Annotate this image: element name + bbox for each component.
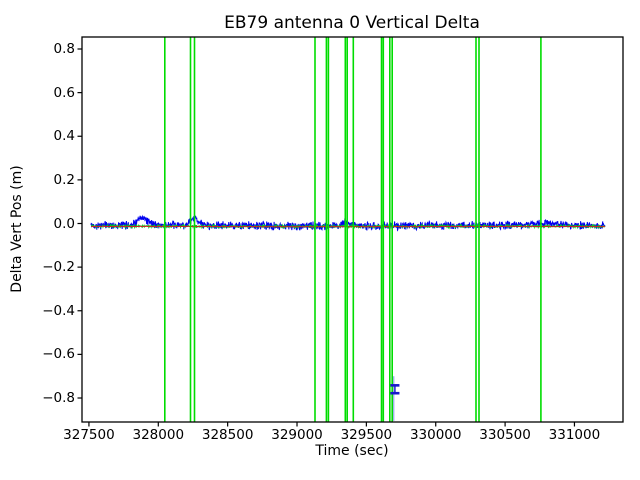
- x-axis-label: Time (sec): [315, 443, 389, 459]
- chart-title: EB79 antenna 0 Vertical Delta: [224, 13, 480, 33]
- x-tick-label: 329000: [271, 427, 323, 443]
- x-tick-label: 328000: [132, 427, 185, 443]
- x-tick-label: 331000: [548, 427, 601, 443]
- y-tick-label: 0.8: [53, 40, 75, 57]
- y-tick-label: 0.6: [53, 84, 75, 101]
- y-tick-label: 0.4: [53, 128, 75, 145]
- y-tick-label: −0.2: [42, 259, 75, 276]
- y-tick-label: −0.4: [42, 302, 75, 319]
- y-tick-label: 0.0: [53, 215, 75, 232]
- y-tick-label: 0.2: [53, 171, 75, 188]
- x-tick-label: 330000: [409, 427, 462, 443]
- x-tick-label: 330500: [479, 427, 531, 443]
- axes-spines: [81, 36, 624, 423]
- y-axis-label: Delta Vert Pos (m): [9, 165, 25, 293]
- y-tick-label: −0.6: [42, 346, 75, 363]
- x-tick-label: 327500: [63, 427, 115, 443]
- x-tick-label: 329500: [340, 427, 393, 443]
- y-tick-label: −0.8: [42, 390, 75, 406]
- x-tick-label: 328500: [201, 427, 254, 443]
